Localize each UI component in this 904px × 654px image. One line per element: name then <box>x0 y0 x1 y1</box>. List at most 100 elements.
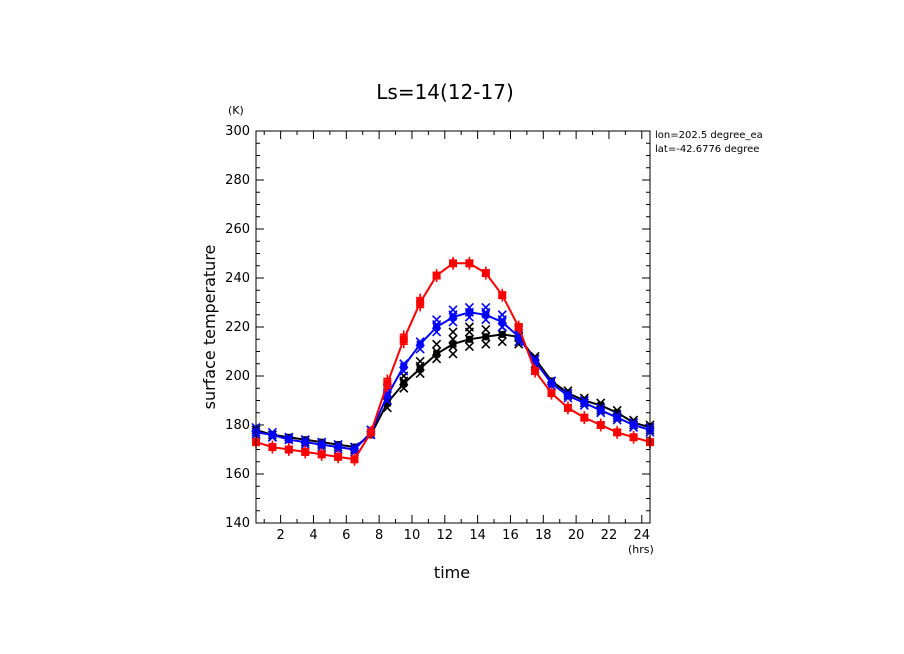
y-tick-label: 240 <box>225 271 250 286</box>
y-axis-title: surface temperature <box>200 245 219 410</box>
sample-marker <box>317 442 327 452</box>
x-tick-label: 14 <box>469 528 486 543</box>
sample-marker <box>432 327 442 337</box>
data-point <box>548 379 555 387</box>
data-point <box>597 406 605 414</box>
data-point <box>482 311 490 319</box>
x-tick-label: 8 <box>375 528 383 543</box>
data-point <box>383 392 391 400</box>
sample-marker <box>596 418 605 427</box>
sample-marker <box>399 383 409 393</box>
y-tick-label: 300 <box>225 124 250 139</box>
y-tick-label: 160 <box>225 467 250 482</box>
x-unit-label: (hrs) <box>628 543 654 556</box>
y-tick-label: 220 <box>225 320 250 335</box>
x-tick-label: 16 <box>502 528 519 543</box>
sample-marker <box>612 410 622 420</box>
data-point <box>515 333 523 341</box>
y-tick-label: 140 <box>225 516 250 531</box>
data-point <box>416 365 424 373</box>
sample-marker <box>415 344 425 354</box>
data-point <box>597 401 605 409</box>
chart-title: Ls=14(12-17) <box>376 80 514 104</box>
x-tick-label: 24 <box>634 528 651 543</box>
sample-marker <box>546 376 557 386</box>
sample-marker <box>497 310 507 320</box>
series-0 <box>251 322 655 455</box>
sample-marker <box>317 452 326 461</box>
sample-marker <box>448 317 458 327</box>
sample-marker <box>481 315 491 325</box>
sample-marker <box>334 455 343 464</box>
data-point <box>400 379 408 387</box>
sample-marker <box>465 256 474 265</box>
x-tick-label: 22 <box>601 528 618 543</box>
annotation-lon: lon=202.5 degree_ea <box>655 130 763 141</box>
sample-marker <box>284 447 293 456</box>
data-point <box>498 318 506 326</box>
sample-marker <box>481 324 491 335</box>
data-point <box>351 446 358 453</box>
sample-marker <box>448 342 458 352</box>
data-point <box>449 313 457 321</box>
sample-marker <box>464 302 474 312</box>
x-tick-label: 2 <box>276 528 284 543</box>
series-2 <box>252 256 654 466</box>
sample-marker <box>449 256 457 265</box>
sample-marker <box>383 374 392 383</box>
data-point <box>564 392 572 400</box>
data-point <box>580 399 588 407</box>
sample-marker <box>563 401 572 410</box>
sample-marker <box>300 440 310 450</box>
y-tick-label: 180 <box>225 418 250 433</box>
sample-marker <box>448 349 458 359</box>
sample-marker <box>497 337 507 347</box>
sample-marker <box>481 339 491 349</box>
data-point <box>449 340 457 348</box>
sample-marker <box>481 302 491 312</box>
data-point <box>630 421 638 429</box>
y-tick-label: 260 <box>225 222 250 237</box>
sample-marker <box>481 266 490 275</box>
sample-marker <box>464 322 474 332</box>
sample-marker <box>481 332 491 342</box>
sample-marker <box>547 386 556 395</box>
x-tick-label: 4 <box>309 528 317 543</box>
series-line <box>255 333 651 449</box>
sample-marker <box>301 450 310 459</box>
sample-marker <box>497 322 507 332</box>
data-point <box>334 443 342 451</box>
series-1 <box>251 302 655 457</box>
sample-marker <box>268 445 277 454</box>
sample-marker <box>629 417 639 428</box>
sample-marker <box>580 411 589 420</box>
data-point <box>383 399 391 407</box>
x-tick-label: 20 <box>568 528 585 543</box>
sample-marker <box>432 354 442 364</box>
sample-marker <box>366 425 375 434</box>
axis-ticks: 2 4 6 8 10 12 14 16 18 20 22 2414016018020022024026… <box>225 124 650 543</box>
sample-marker <box>563 388 573 398</box>
sample-marker <box>415 368 425 379</box>
y-tick-label: 200 <box>225 369 250 384</box>
data-point <box>318 441 326 449</box>
data-point <box>416 340 424 348</box>
sample-marker <box>416 293 425 302</box>
annotation-lat: lat=-42.6776 degree <box>655 144 759 155</box>
sample-marker <box>596 403 606 413</box>
data-point <box>531 357 539 365</box>
sample-marker <box>448 334 458 344</box>
y-unit-label: (K) <box>228 104 244 117</box>
data-point <box>268 431 276 439</box>
sample-marker <box>629 430 638 439</box>
y-tick-label: 280 <box>225 173 250 188</box>
data-point <box>433 350 441 358</box>
sample-marker <box>514 320 523 329</box>
sample-marker <box>432 269 441 278</box>
sample-marker <box>415 356 425 366</box>
data-point <box>400 362 408 370</box>
sample-marker <box>333 444 343 455</box>
sample-marker <box>432 315 442 325</box>
sample-marker <box>415 337 425 347</box>
